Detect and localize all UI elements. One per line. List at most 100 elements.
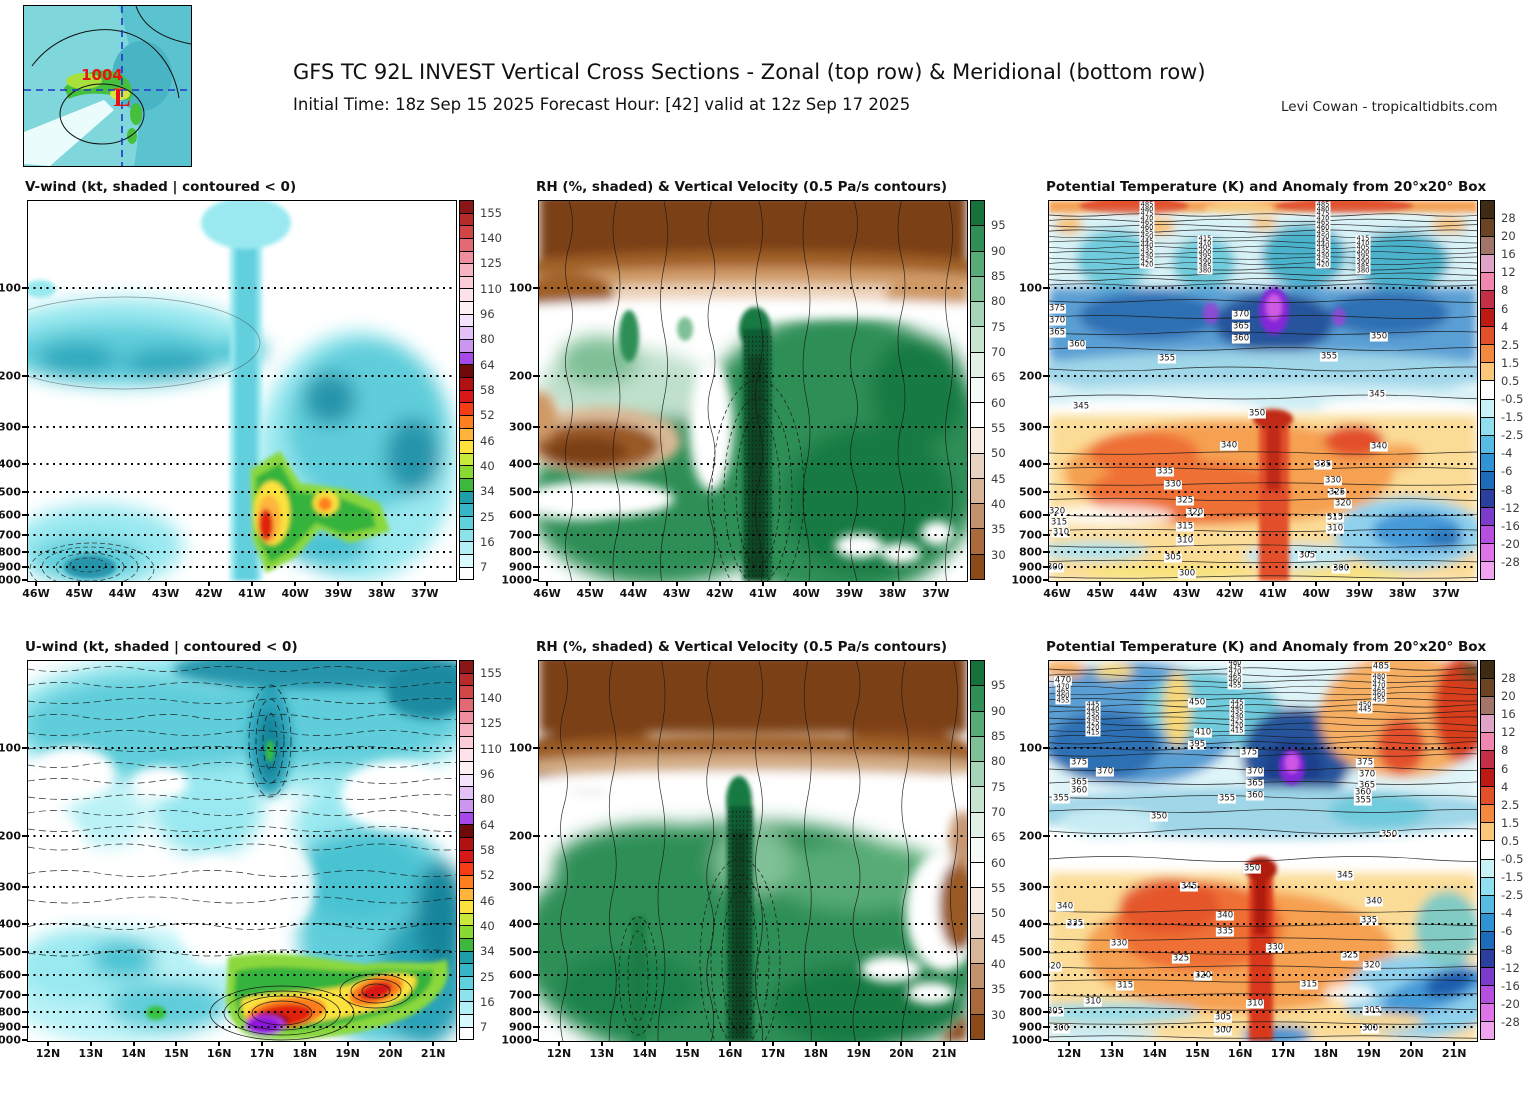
colorbar-tick-label: -20 <box>1501 996 1520 1011</box>
colorbar-tick-label: 20 <box>1501 689 1516 704</box>
pressure-axis-label: 800 <box>509 1005 532 1019</box>
colorbar-segment <box>1481 966 1494 985</box>
pressure-axis-label: 300 <box>0 880 21 894</box>
x-axis-label: 41W <box>238 587 266 600</box>
pressure-axis-tick <box>1043 514 1048 517</box>
colorbar-tick-label: 65 <box>991 830 1006 845</box>
x-axis-tick <box>762 581 764 586</box>
pressure-axis-tick <box>22 491 27 494</box>
pressure-axis-label: 1000 <box>501 573 532 587</box>
x-axis-tick <box>261 1041 263 1046</box>
colorbar-tick-label: 80 <box>480 332 495 347</box>
x-axis-tick <box>643 1041 646 1046</box>
contour-ring <box>350 978 402 1004</box>
colorbar-tick-label: -16 <box>1501 978 1520 993</box>
pressure-axis-tick <box>1043 1010 1048 1013</box>
contour-line <box>1049 315 1477 319</box>
pressure-axis-label: 500 <box>509 485 532 499</box>
colorbar-tick-label: 58 <box>480 843 495 857</box>
contour-line <box>1049 698 1477 702</box>
pressure-axis-tick <box>22 426 27 429</box>
colorbar-segment <box>1481 398 1494 417</box>
pressure-axis-label: 100 <box>1019 741 1042 755</box>
colorbar-segment <box>460 976 473 989</box>
colorbar-segment <box>971 250 984 276</box>
colorbar-tick-label: 25 <box>480 969 495 984</box>
panel-title: Potential Temperature (K) and Anomaly fr… <box>1046 639 1487 655</box>
colorbar-segment <box>971 225 984 251</box>
x-axis-label: 37W <box>1432 587 1460 600</box>
theta-colorbar <box>1480 200 1495 580</box>
pressure-axis-tick <box>22 974 27 977</box>
contour-line <box>1049 366 1477 372</box>
colorbar-segment <box>460 478 473 491</box>
colorbar-segment <box>460 786 473 800</box>
colorbar-segment <box>1481 732 1494 751</box>
pressure-axis-tick <box>22 746 27 749</box>
colorbar-segment <box>460 685 473 698</box>
colorbar-tick-label: -4 <box>1501 906 1513 921</box>
panel-theta-meridional: Potential Temperature (K) and Anomaly fr… <box>1011 639 1536 1110</box>
colorbar-tick-label: 55 <box>991 421 1006 435</box>
panel-title: V-wind (kt, shaded | contoured < 0) <box>25 179 297 195</box>
x-axis-label: 38W <box>878 587 907 600</box>
x-axis-tick <box>175 1041 178 1046</box>
colorbar-segment <box>1481 912 1494 931</box>
x-axis-tick <box>337 581 340 586</box>
x-axis-label: 43W <box>151 587 180 600</box>
x-axis-label: 46W <box>1043 587 1071 600</box>
colorbar-segment <box>1481 786 1494 805</box>
wind-colorbar <box>459 200 474 580</box>
theta-meridional-field <box>1049 661 1477 1041</box>
x-axis-label: 17N <box>1270 1047 1296 1060</box>
contour-line <box>1049 965 1477 969</box>
x-axis-tick <box>1110 1041 1113 1046</box>
pressure-axis-tick <box>533 1025 538 1028</box>
contour-line <box>28 923 456 930</box>
pressure-axis-tick <box>22 834 27 837</box>
pressure-axis-tick <box>533 426 538 429</box>
colorbar-segment <box>1481 804 1494 823</box>
colorbar-segment <box>971 402 984 428</box>
colorbar-segment <box>971 1013 984 1039</box>
contour-line <box>901 661 910 1041</box>
contour-line <box>565 201 573 581</box>
colorbar-segment <box>971 661 984 686</box>
colorbar-segment <box>460 528 473 542</box>
pressure-axis-label: 100 <box>509 281 532 295</box>
colorbar-tick-label: 40 <box>991 497 1006 511</box>
contour-ring <box>721 890 759 1032</box>
pressure-axis-tick <box>1043 491 1048 494</box>
pressure-axis-label: 600 <box>1019 508 1042 522</box>
colorbar-segment <box>1481 488 1494 507</box>
pressure-axis-label: 200 <box>0 369 21 383</box>
colorbar-tick-label: 1.5 <box>1501 815 1520 830</box>
x-axis-label: 46W <box>533 587 561 600</box>
pressure-axis-tick <box>1043 1025 1048 1028</box>
colorbar-segment <box>971 761 984 787</box>
pressure-axis-label: 700 <box>509 528 532 542</box>
x-axis-label: 15N <box>675 1047 700 1060</box>
colorbar-segment <box>460 250 473 264</box>
contour-line <box>1049 451 1477 455</box>
contour-line <box>706 661 715 1041</box>
colorbar-segment <box>971 528 984 554</box>
colorbar-tick-label: 155 <box>480 205 502 220</box>
colorbar-tick-label: 95 <box>991 678 1006 693</box>
contour-line <box>1049 753 1477 757</box>
contour-line <box>1049 331 1477 335</box>
x-axis-label: 44W <box>1129 587 1158 600</box>
colorbar-segment <box>1481 380 1494 399</box>
colorbar-segment <box>1481 290 1494 309</box>
x-axis-tick <box>1239 1041 1242 1046</box>
contour-line <box>1049 828 1477 834</box>
colorbar-tick-label: 34 <box>480 944 495 959</box>
x-axis-tick <box>805 581 808 586</box>
colorbar-segment <box>460 799 473 812</box>
pressure-axis-tick <box>1043 374 1048 377</box>
contour-line <box>1049 734 1477 739</box>
contour-ring <box>735 415 781 567</box>
pressure-axis-label: 900 <box>509 1020 532 1034</box>
colorbar-segment <box>971 912 984 938</box>
contour-line <box>1049 704 1477 708</box>
